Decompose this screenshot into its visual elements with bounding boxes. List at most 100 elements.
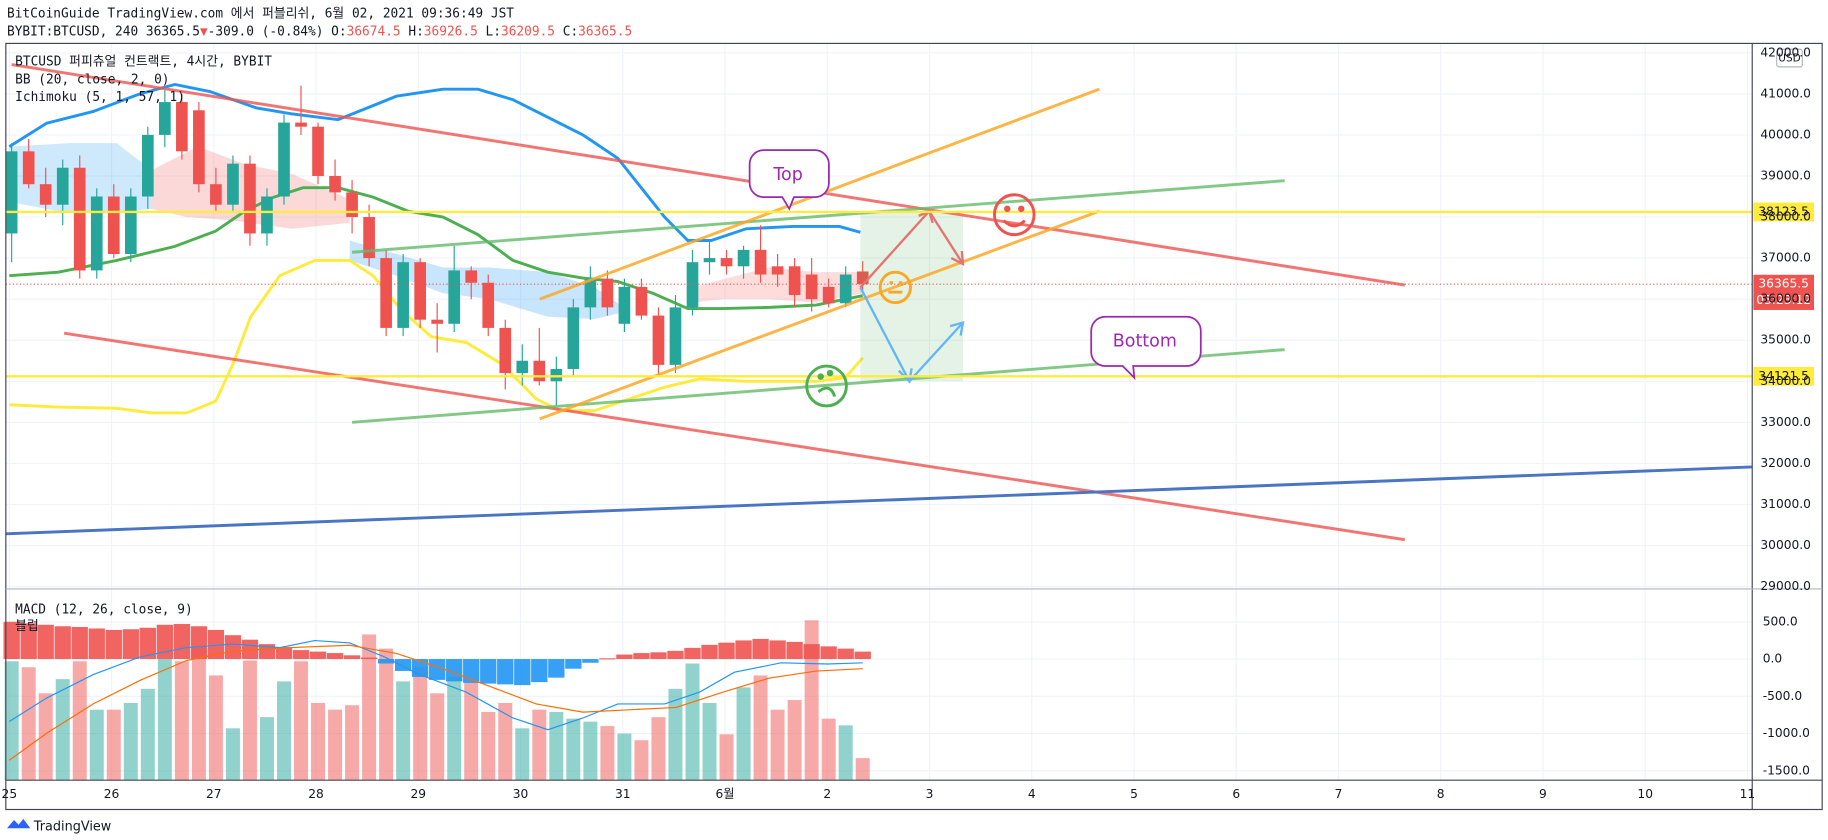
histogram-bar	[480, 659, 497, 684]
candle-body	[210, 184, 222, 205]
date-label: 3	[926, 787, 934, 801]
callout-top	[748, 149, 830, 211]
candle-body	[686, 262, 699, 308]
histogram-bar	[667, 650, 684, 660]
histogram-bar	[377, 659, 395, 664]
published-line: BitCoinGuide TradingView.com 에서 퍼블리쉬, 6월…	[7, 7, 514, 22]
histogram-bar	[207, 629, 225, 660]
volume-bar	[21, 667, 36, 781]
volume-bar	[123, 702, 138, 781]
volume-bar	[855, 758, 870, 781]
ohlc-line: BYBIT:BTCUSD, 240 36365.5▼-309.0 (-0.84%…	[7, 24, 632, 39]
candle-body	[635, 286, 648, 316]
candle-body	[737, 249, 750, 267]
volume-bar	[362, 634, 377, 781]
callout-bottom-text: Bottom	[1113, 331, 1177, 351]
candle-body	[584, 278, 597, 308]
candle-body	[397, 262, 409, 328]
volume-bar	[447, 676, 462, 781]
histogram-bar	[497, 659, 514, 685]
macd-tick-label: -1500.0	[1763, 763, 1810, 777]
histogram-bar	[258, 644, 276, 660]
candle-body	[567, 307, 580, 369]
volume-bar	[345, 705, 360, 781]
histogram-bar	[514, 659, 531, 686]
candle-body	[822, 286, 835, 304]
histogram-bar	[326, 653, 344, 660]
price-tag	[1753, 274, 1815, 310]
price-tag-label: 38123.5	[1758, 204, 1809, 218]
date-label: 9	[1539, 787, 1547, 801]
volume-bar	[106, 709, 121, 781]
volume-bar	[242, 660, 257, 781]
volume-bar	[379, 648, 394, 781]
symbol: BYBIT:BTCUSD, 240 36365.5	[7, 24, 200, 39]
date-label: 7	[1335, 787, 1343, 801]
l-label: L:	[486, 24, 501, 39]
candle-body	[669, 307, 682, 365]
c-value: 36365.5	[578, 24, 632, 39]
histogram-bar	[88, 628, 105, 660]
date-label: 25	[2, 787, 18, 801]
volume-bar	[736, 687, 751, 781]
volume-bar	[140, 688, 155, 781]
date-label: 11	[1740, 787, 1756, 801]
volume-bar	[515, 728, 530, 781]
c-label: C:	[563, 24, 578, 39]
ichimoku-cloud	[349, 240, 630, 320]
price-tag	[1753, 202, 1815, 222]
price-tag-label: 34121.5	[1758, 369, 1809, 383]
volume-bar	[413, 667, 428, 781]
histogram-bar	[71, 627, 88, 660]
candle-body	[771, 266, 784, 275]
histogram-bar	[582, 659, 599, 663]
trend-line	[539, 209, 1100, 421]
volume-bar	[600, 726, 615, 781]
footer: TradingView	[33, 820, 111, 835]
histogram-bar	[360, 657, 378, 660]
volume-bar	[787, 700, 802, 781]
candle-body	[124, 196, 137, 254]
candle-body	[56, 167, 69, 205]
legend-bb: BB (20, close, 2, 0)	[15, 72, 169, 87]
chart-frame	[5, 42, 1823, 811]
candle-body	[329, 175, 341, 193]
legend-instrument: BTCUSD 퍼피츄얼 컨트랙트, 4시간, BYBIT	[15, 55, 272, 70]
candle-body	[193, 110, 205, 185]
histogram-bar	[769, 640, 786, 660]
candle-body	[652, 315, 665, 365]
histogram-bar	[275, 647, 293, 660]
histogram-bar	[531, 659, 548, 683]
legend-macd-sub: 블럽	[15, 619, 39, 634]
volume-bar	[328, 709, 343, 781]
volume-bar	[838, 725, 853, 781]
price-tick-label: 36000.0	[1760, 292, 1811, 306]
volume-bar	[191, 646, 206, 781]
volume-bar	[804, 620, 819, 781]
volume-bar	[668, 688, 683, 781]
volume-bar	[821, 718, 836, 781]
candle-body	[244, 163, 256, 234]
price-tick-label: 40000.0	[1760, 127, 1811, 141]
volume-bar	[89, 709, 104, 781]
candle-body	[5, 151, 18, 234]
trend-line	[351, 179, 1285, 254]
candle-body	[227, 163, 239, 205]
price-tick-label: 35000.0	[1760, 333, 1811, 347]
candle-body	[312, 126, 324, 176]
price-tag	[1753, 366, 1815, 386]
macd-tick-label: 0.0	[1763, 652, 1782, 666]
candle-body	[703, 258, 716, 263]
callout-top-text: Top	[772, 165, 802, 185]
volume-bar	[498, 702, 513, 781]
histogram-bar	[139, 627, 156, 660]
candle-body	[805, 274, 818, 300]
histogram-bar	[837, 648, 854, 660]
candle-body	[720, 258, 733, 267]
price-tick-label: 32000.0	[1760, 456, 1811, 470]
h-value: 36926.5	[424, 24, 478, 39]
bb-basis	[9, 186, 863, 311]
candle-body	[533, 360, 546, 382]
volume-bar	[430, 693, 445, 781]
histogram-bar	[548, 659, 565, 678]
